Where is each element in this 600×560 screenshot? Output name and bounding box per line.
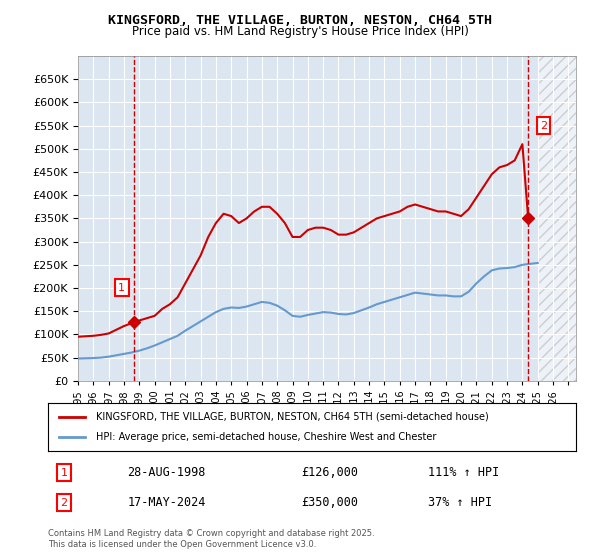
Text: 111% ↑ HPI: 111% ↑ HPI [428,466,499,479]
Text: 37% ↑ HPI: 37% ↑ HPI [428,496,492,509]
Text: Contains HM Land Registry data © Crown copyright and database right 2025.
This d: Contains HM Land Registry data © Crown c… [48,529,374,549]
Text: 2: 2 [540,120,547,130]
Text: 2: 2 [60,498,67,507]
Text: Price paid vs. HM Land Registry's House Price Index (HPI): Price paid vs. HM Land Registry's House … [131,25,469,38]
Text: KINGSFORD, THE VILLAGE, BURTON, NESTON, CH64 5TH (semi-detached house): KINGSFORD, THE VILLAGE, BURTON, NESTON, … [95,412,488,422]
Text: 17-MAY-2024: 17-MAY-2024 [127,496,206,509]
Text: HPI: Average price, semi-detached house, Cheshire West and Chester: HPI: Average price, semi-detached house,… [95,432,436,442]
Text: KINGSFORD, THE VILLAGE, BURTON, NESTON, CH64 5TH: KINGSFORD, THE VILLAGE, BURTON, NESTON, … [108,14,492,27]
Bar [538,56,576,381]
Text: 1: 1 [61,468,67,478]
Text: 28-AUG-1998: 28-AUG-1998 [127,466,206,479]
Text: 1: 1 [118,283,125,292]
Text: £126,000: £126,000 [301,466,358,479]
Text: £350,000: £350,000 [301,496,358,509]
